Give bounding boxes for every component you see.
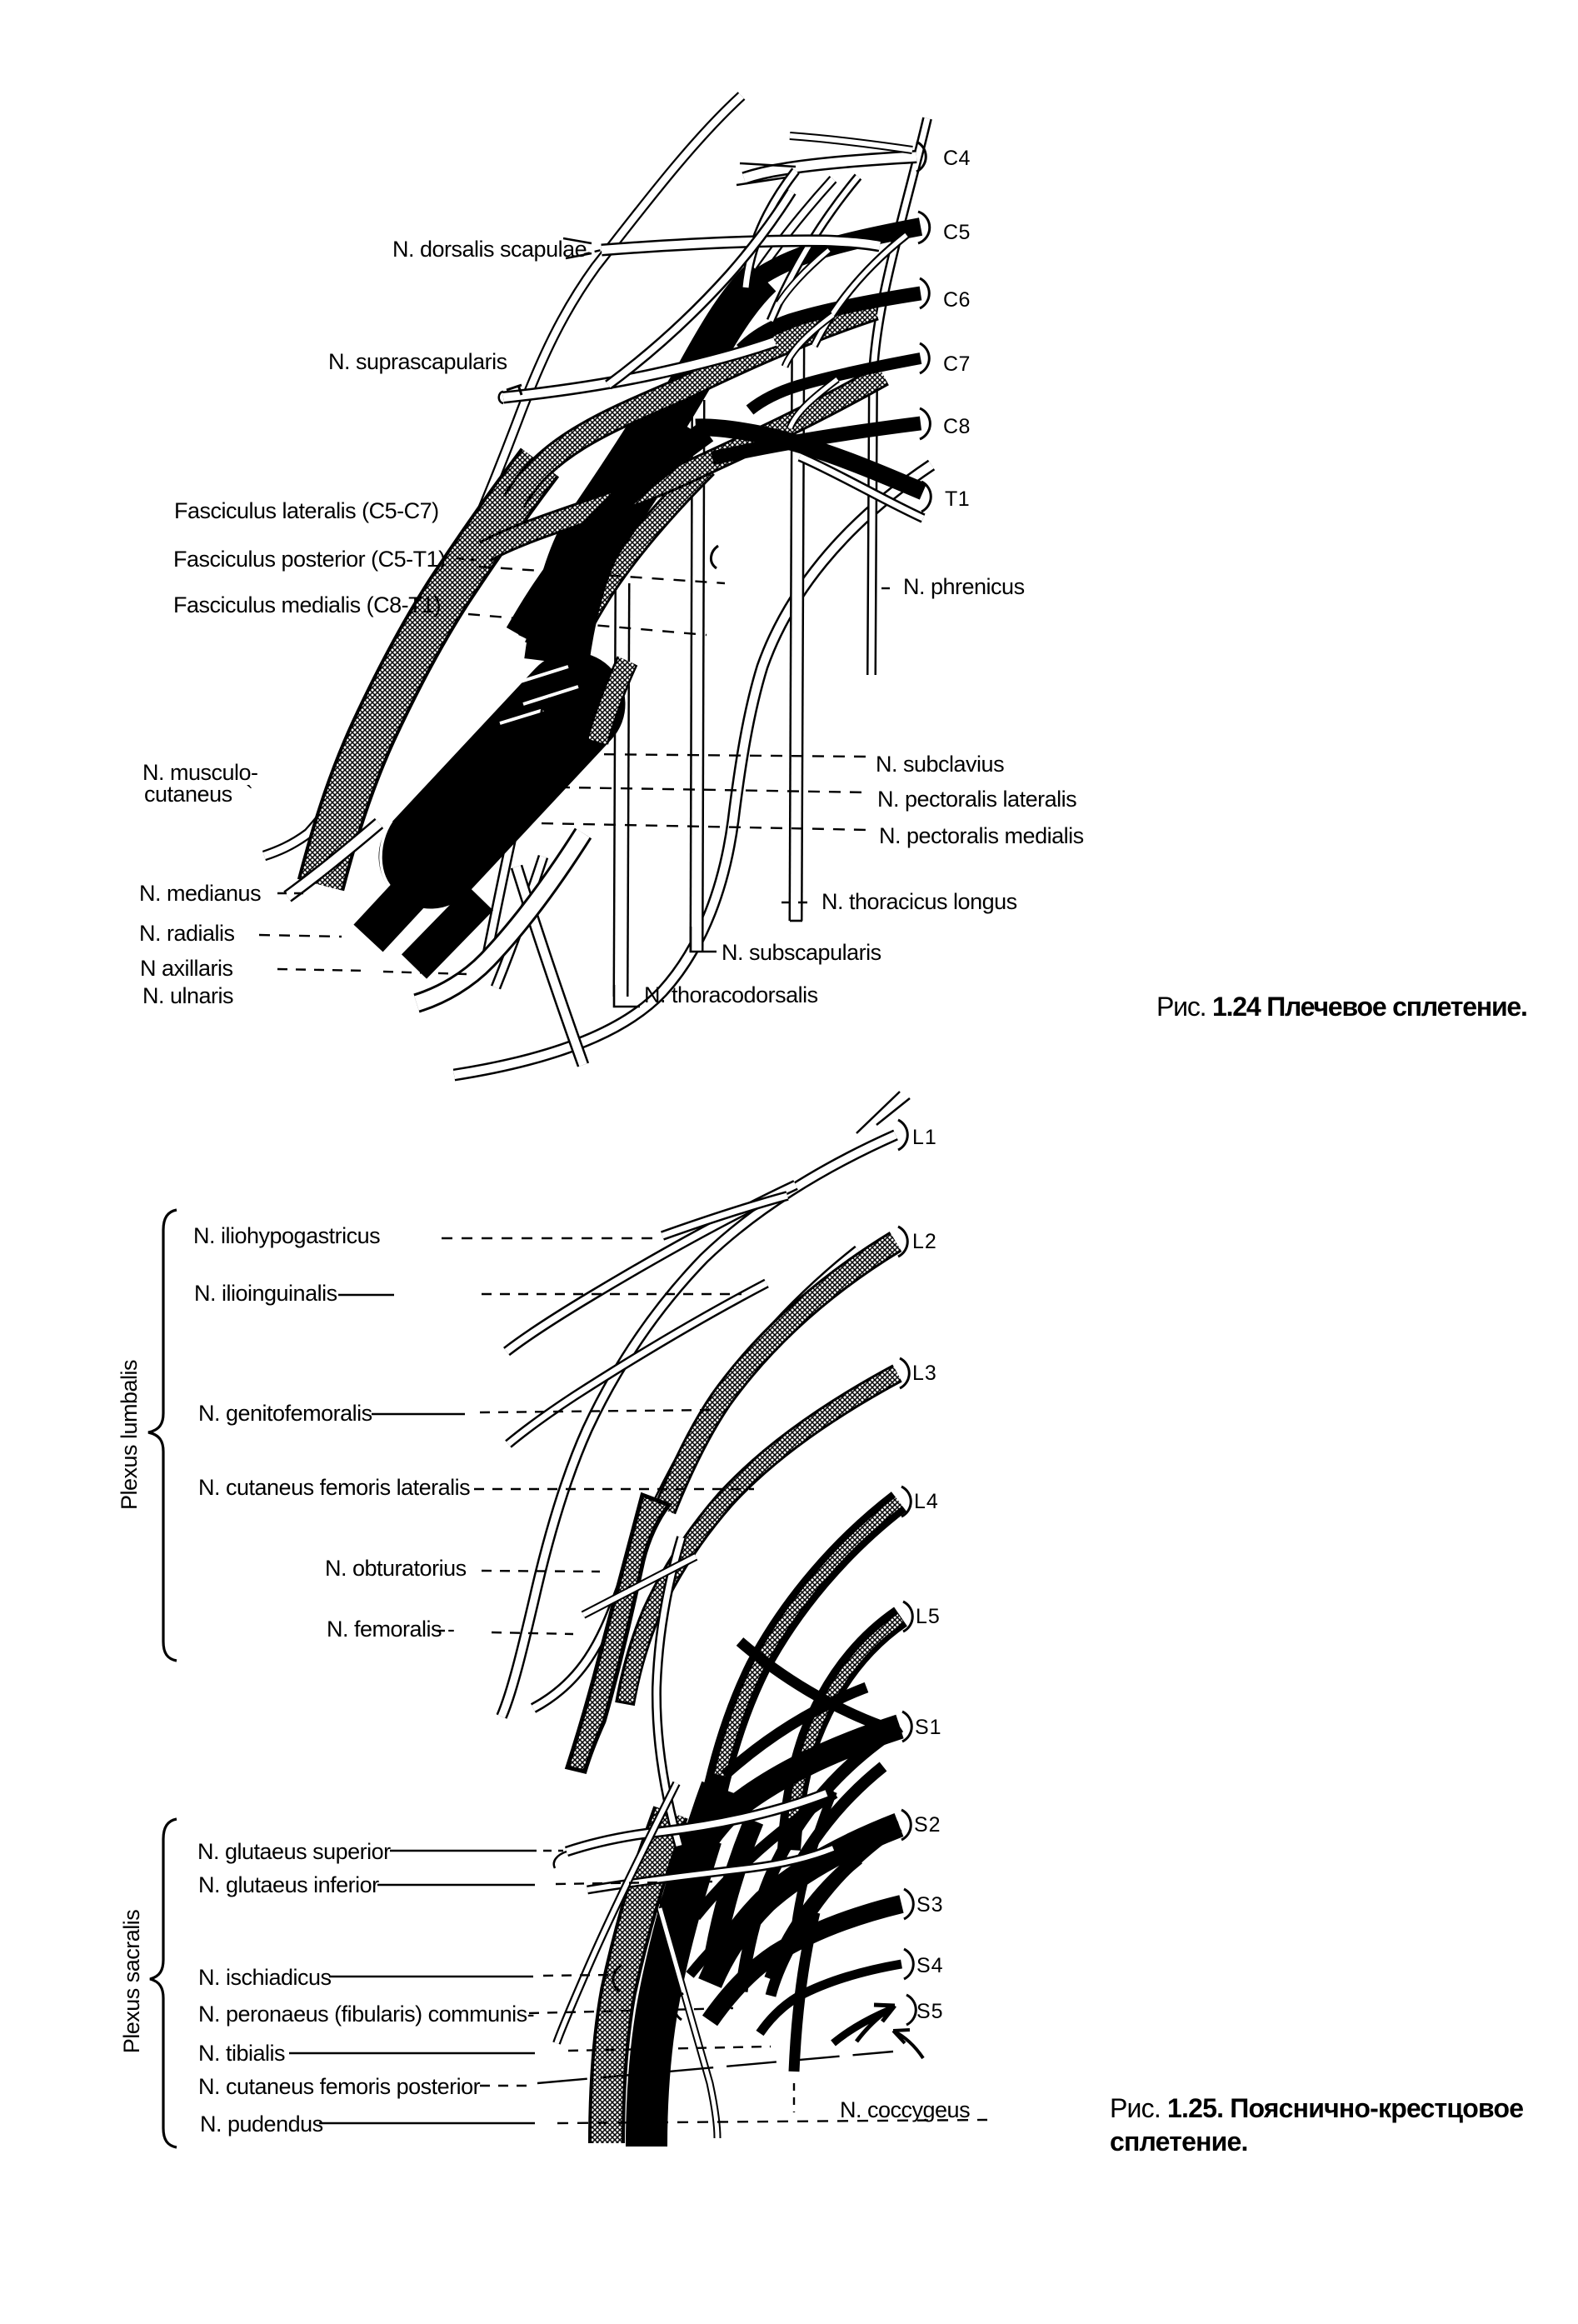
svg-text:Plexus lumbalis: Plexus lumbalis: [117, 1360, 142, 1510]
svg-text:N. genitofemoralis: N. genitofemoralis: [198, 1401, 372, 1426]
svg-text:N. dorsalis scapulae: N. dorsalis scapulae: [392, 237, 587, 262]
svg-text:Plexus sacralis: Plexus sacralis: [119, 1910, 144, 2054]
svg-text:сплетение.: сплетение.: [1110, 2127, 1248, 2157]
svg-text:N. cutaneus femoris posterior: N. cutaneus femoris posterior: [198, 2074, 481, 2099]
svg-text:N. subclavius: N. subclavius: [876, 752, 1004, 777]
svg-text:N. iliohypogastricus: N. iliohypogastricus: [193, 1223, 380, 1248]
svg-text:C4: C4: [943, 147, 971, 170]
svg-text:N. obturatorius: N. obturatorius: [325, 1556, 467, 1581]
svg-text:L1: L1: [912, 1126, 937, 1149]
svg-text:L3: L3: [912, 1362, 937, 1385]
svg-text:N. thoracodorsalis: N. thoracodorsalis: [644, 982, 818, 1007]
svg-text:Fasciculus lateralis (C5-C7): Fasciculus lateralis (C5-C7): [174, 498, 439, 523]
svg-text:Рис. 1.24 Плечевое сплетение.: Рис. 1.24 Плечевое сплетение.: [1156, 992, 1527, 1022]
svg-text:N. suprascapularis: N. suprascapularis: [328, 349, 507, 374]
svg-text:Fasciculus posterior (C5-T1): Fasciculus posterior (C5-T1): [173, 547, 446, 572]
svg-text:N. phrenicus: N. phrenicus: [903, 574, 1025, 599]
svg-text:N. glutaeus inferior: N. glutaeus inferior: [198, 1872, 379, 1897]
svg-text:N. pectoralis lateralis: N. pectoralis lateralis: [877, 787, 1076, 812]
svg-text:N. ilioinguinalis: N. ilioinguinalis: [194, 1281, 337, 1306]
svg-text:L2: L2: [912, 1230, 937, 1253]
svg-text:N. ischiadicus: N. ischiadicus: [198, 1965, 332, 1990]
svg-text:C6: C6: [943, 288, 971, 312]
svg-text:N. cutaneus femoris lateralis: N. cutaneus femoris lateralis: [198, 1475, 470, 1500]
svg-text:S2: S2: [914, 1813, 941, 1837]
svg-text:N axillaris: N axillaris: [140, 956, 233, 981]
svg-text:S4: S4: [916, 1954, 944, 1977]
svg-text:`: `: [246, 782, 253, 807]
svg-text:Рис. 1.25. Пояснично-крестцово: Рис. 1.25. Пояснично-крестцовое: [1110, 2093, 1523, 2123]
svg-text:cutaneus: cutaneus: [144, 782, 232, 807]
svg-text:N. thoracicus longus: N. thoracicus longus: [821, 889, 1017, 914]
svg-text:Fasciculus medialis (C8-T1): Fasciculus medialis (C8-T1): [173, 592, 441, 617]
svg-text:N. subscapularis: N. subscapularis: [722, 940, 881, 965]
svg-text:T1: T1: [945, 487, 970, 511]
svg-text:N. tibialis: N. tibialis: [198, 2041, 285, 2066]
svg-text:L4: L4: [914, 1490, 939, 1513]
svg-text:N. glutaeus superior: N. glutaeus superior: [197, 1839, 391, 1864]
svg-text:S1: S1: [915, 1716, 942, 1739]
svg-text:N. pudendus: N. pudendus: [200, 2112, 323, 2137]
svg-text:C8: C8: [943, 415, 971, 438]
svg-text:S3: S3: [916, 1893, 944, 1917]
svg-text:N. musculo-: N. musculo-: [142, 760, 258, 785]
svg-text:N. medianus: N. medianus: [139, 881, 261, 906]
svg-text:N. femoralis -: N. femoralis -: [327, 1617, 455, 1642]
svg-text:C7: C7: [943, 352, 971, 376]
svg-text:L5: L5: [916, 1605, 941, 1628]
svg-text:N. peronaeus (fibularis) commu: N. peronaeus (fibularis) communis-: [198, 2002, 534, 2027]
svg-text:N. pectoralis medialis: N. pectoralis medialis: [879, 823, 1084, 848]
svg-text:C5: C5: [943, 221, 971, 244]
svg-text:N. radialis: N. radialis: [139, 921, 235, 946]
svg-text:S5: S5: [916, 2000, 944, 2023]
svg-text:N. coccygeus: N. coccygeus: [840, 2097, 970, 2122]
svg-text:N. ulnaris: N. ulnaris: [142, 983, 233, 1008]
